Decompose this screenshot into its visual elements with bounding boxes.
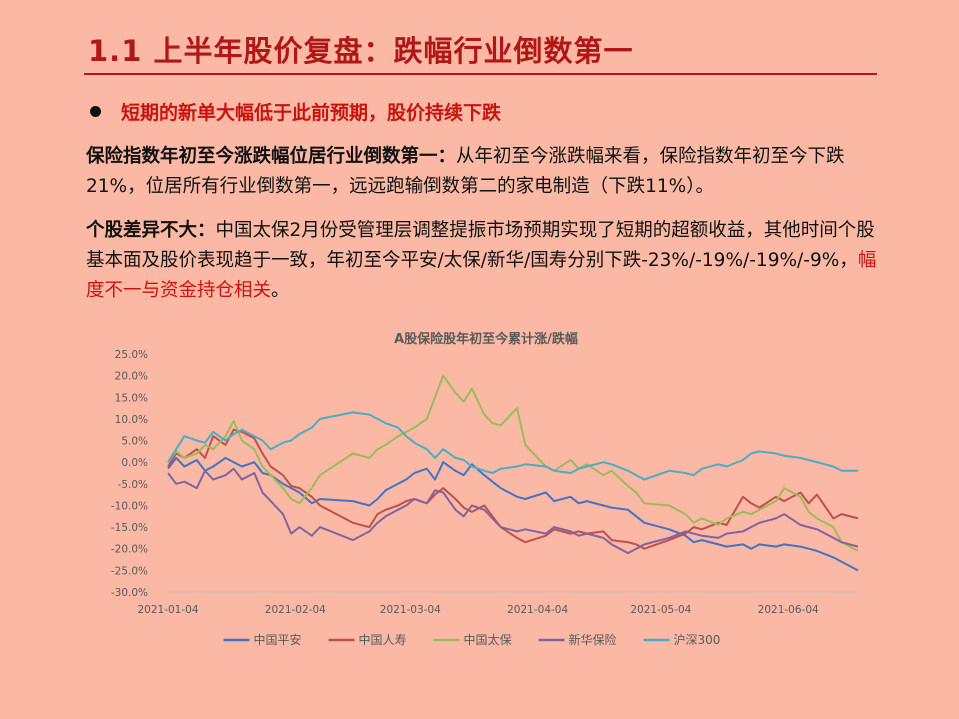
legend-label: 中国太保 <box>464 632 512 647</box>
bullet-dot-icon <box>90 106 101 117</box>
legend-label: 中国人寿 <box>359 632 407 647</box>
series-line <box>167 428 859 550</box>
y-tick-label: 5.0% <box>121 436 148 448</box>
chart-title: A股保险股年初至今累计涨/跌幅 <box>394 332 578 347</box>
y-tick-label: 25.0% <box>115 349 148 361</box>
paragraph-heading: 个股差异不大： <box>86 220 216 241</box>
legend-label: 沪深300 <box>674 633 721 647</box>
series-line <box>167 374 859 552</box>
x-tick-label: 2021-05-04 <box>630 604 691 616</box>
y-tick-label: -15.0% <box>111 522 148 534</box>
y-tick-label: -30.0% <box>111 587 148 599</box>
y-tick-label: -5.0% <box>118 479 148 491</box>
x-tick-label: 2021-06-04 <box>758 604 819 616</box>
y-tick-label: 10.0% <box>115 414 148 426</box>
y-tick-label: -25.0% <box>111 565 148 577</box>
paragraph-heading: 保险指数年初至今涨跌幅位居行业倒数第一： <box>86 146 457 167</box>
x-tick-label: 2021-04-04 <box>507 604 568 616</box>
y-tick-label: 0.0% <box>121 457 148 469</box>
slide-title: 1.1 上半年股价复盘：跌幅行业倒数第一 <box>88 34 634 68</box>
bullet-text: 短期的新单大幅低于此前预期，股价持续下跌 <box>121 102 502 124</box>
x-tick-label: 2021-03-04 <box>380 604 441 616</box>
paragraph-body: 中国太保2月份受管理层调整提振市场预期实现了短期的超额收益，其他时间个股基本面及… <box>86 220 875 271</box>
series-line <box>167 456 859 572</box>
x-tick-label: 2021-01-04 <box>137 604 198 616</box>
y-tick-label: -20.0% <box>111 544 148 556</box>
bullet-point: 短期的新单大幅低于此前预期，股价持续下跌 <box>90 98 501 125</box>
paragraph-stock-differences: 个股差异不大：中国太保2月份受管理层调整提振市场预期实现了短期的超额收益，其他时… <box>86 216 886 306</box>
paragraph-end: 。 <box>271 280 290 301</box>
y-tick-label: 15.0% <box>115 392 148 404</box>
legend-label: 新华保险 <box>569 632 617 647</box>
title-divider <box>84 73 877 75</box>
y-tick-label: 20.0% <box>115 371 148 383</box>
paragraph-highlight: 幅度不一与资金持仓相关 <box>86 250 877 301</box>
series-line <box>167 411 858 481</box>
paragraph-industry-ranking: 保险指数年初至今涨跌幅位居行业倒数第一：从年初至今涨跌幅来看，保险指数年初至今下… <box>86 142 886 202</box>
paragraph-body: 从年初至今涨跌幅来看，保险指数年初至今下跌21%，位居所有行业倒数第一，远远跑输… <box>86 146 845 197</box>
x-tick-label: 2021-02-04 <box>265 604 326 616</box>
series-line <box>167 467 859 555</box>
line-chart: A股保险股年初至今累计涨/跌幅 25.0% 20.0% 15.0% 10.0% 5.0%… <box>96 320 876 660</box>
y-tick-label: -10.0% <box>111 500 148 512</box>
chart-svg: 25.0% 20.0% 15.0% 10.0% 5.0% 0.0% -5.0% -10.0% -… <box>111 349 859 647</box>
legend-label: 中国平安 <box>254 632 302 647</box>
